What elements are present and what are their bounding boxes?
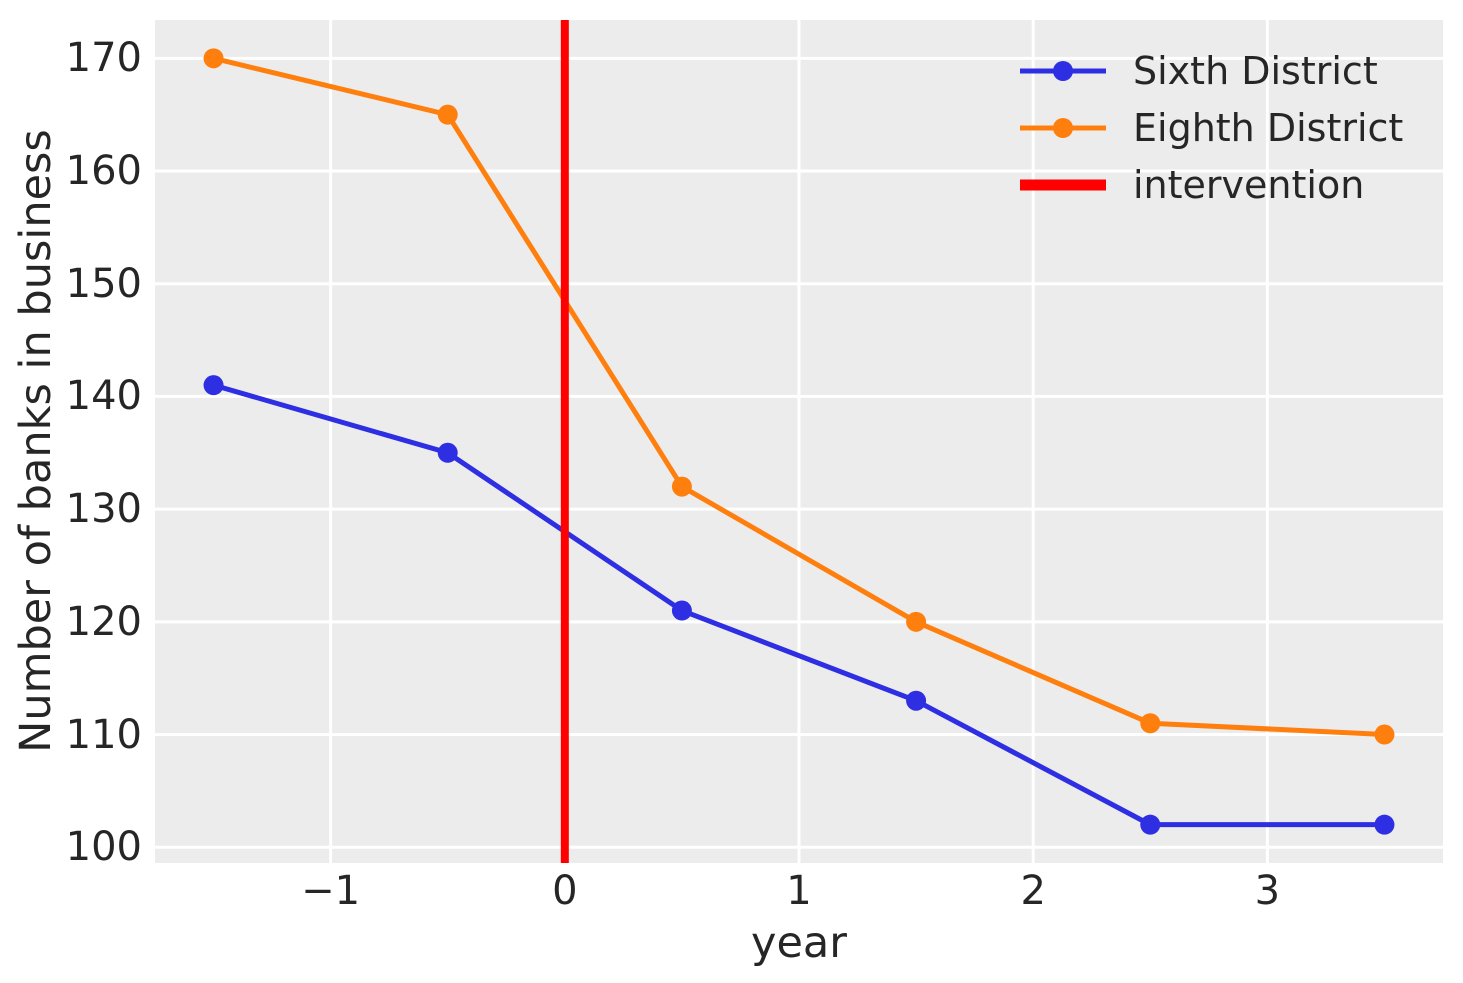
- x-tick-2: 2: [1020, 868, 1046, 914]
- legend: Sixth District Eighth District interventio…: [1020, 42, 1403, 213]
- series-marker-eighth-district-3: [906, 611, 927, 632]
- series-marker-sixth-district-4: [1140, 814, 1161, 835]
- x-axis-label: year: [751, 918, 847, 968]
- x-tick-1: 1: [786, 868, 812, 914]
- y-tick-140: 140: [65, 373, 142, 420]
- series-marker-eighth-district-1: [437, 104, 458, 125]
- legend-label: Sixth District: [1133, 48, 1378, 93]
- x-tick-0: 0: [552, 868, 578, 914]
- series-marker-eighth-district-2: [671, 476, 692, 497]
- legend-item-sixth-district: Sixth District: [1020, 42, 1403, 99]
- series-marker-eighth-district-5: [1374, 724, 1395, 745]
- y-tick-110: 110: [65, 711, 142, 758]
- series-marker-sixth-district-5: [1374, 814, 1395, 835]
- y-tick-100: 100: [65, 824, 142, 871]
- legend-label: Eighth District: [1133, 105, 1404, 150]
- y-tick-120: 120: [65, 598, 142, 645]
- legend-line-marker-icon: [1020, 60, 1106, 81]
- legend-line-marker-icon: [1020, 117, 1106, 138]
- series-marker-sixth-district-2: [671, 600, 692, 621]
- y-tick-150: 150: [65, 260, 142, 307]
- series-line-eighth-district: [211, 55, 1387, 738]
- y-tick-130: 130: [65, 486, 142, 533]
- series-marker-sixth-district-1: [437, 442, 458, 463]
- legend-item-intervention: intervention: [1020, 156, 1403, 213]
- y-tick-170: 170: [65, 35, 142, 82]
- series-marker-eighth-district-0: [203, 48, 224, 69]
- x-tick-3: 3: [1254, 868, 1281, 914]
- x-tick--1: −1: [301, 868, 361, 914]
- legend-item-eighth-district: Eighth District: [1020, 99, 1403, 156]
- series-line-sixth-district: [211, 382, 1387, 828]
- y-axis-label: Number of banks in business: [11, 129, 61, 753]
- legend-intervention-line-icon: [1020, 179, 1106, 190]
- y-tick-160: 160: [65, 148, 142, 195]
- series-marker-eighth-district-4: [1140, 713, 1161, 734]
- series-marker-sixth-district-3: [906, 690, 927, 711]
- legend-label: intervention: [1133, 162, 1365, 207]
- series-marker-sixth-district-0: [203, 375, 224, 396]
